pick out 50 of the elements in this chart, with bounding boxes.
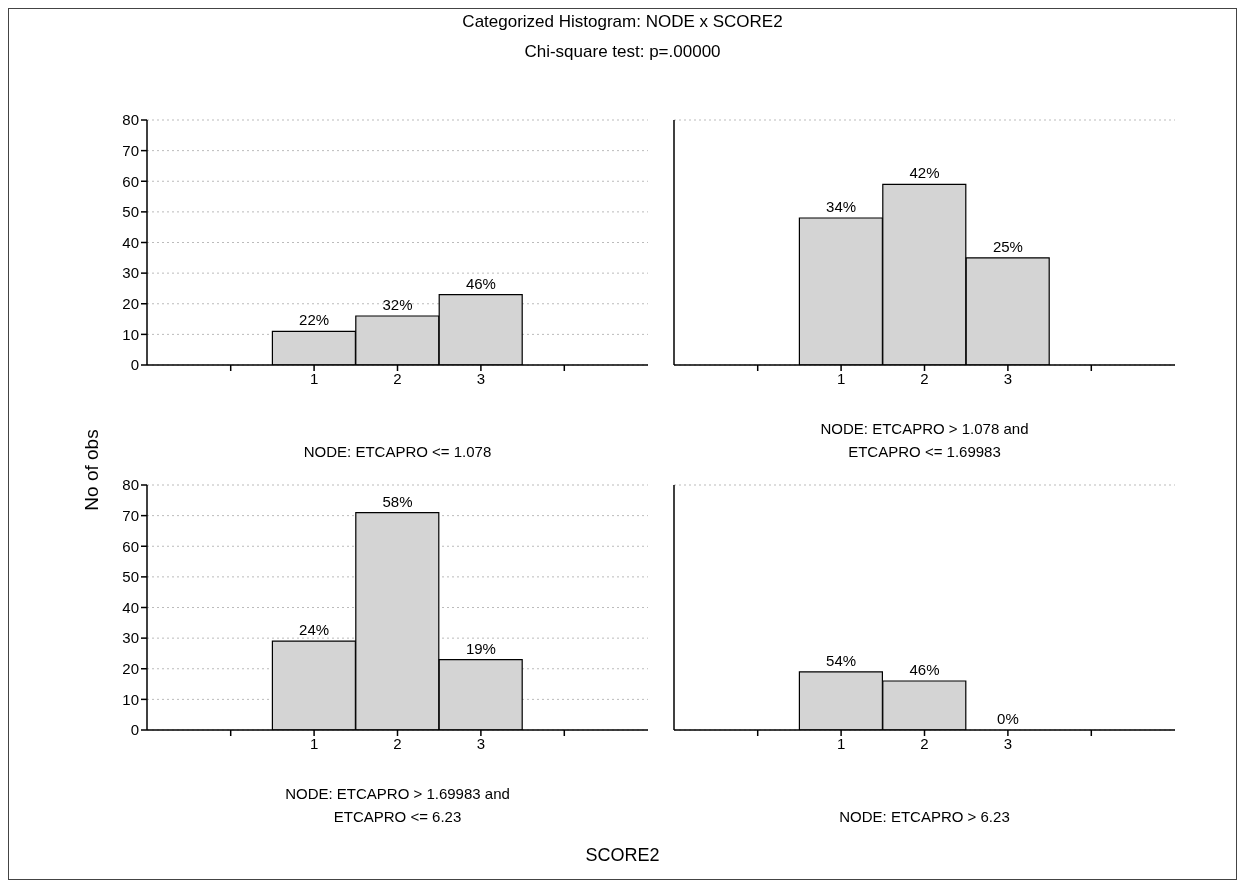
x-tick-label: 1 bbox=[309, 734, 319, 752]
annotation: 42% bbox=[909, 164, 940, 182]
y-tick-label: 20 bbox=[122, 660, 139, 678]
y-tick-label: 0 bbox=[130, 721, 139, 739]
x-tick-label: 3 bbox=[476, 369, 486, 387]
annotation: 54% bbox=[826, 651, 857, 669]
annotation: 46% bbox=[465, 274, 496, 292]
x-tick-label: 3 bbox=[1003, 734, 1013, 752]
y-tick-label: 10 bbox=[122, 690, 139, 708]
y-tick-label: 70 bbox=[122, 506, 139, 524]
x-tick-label: 1 bbox=[836, 734, 846, 752]
y-tick-label: 20 bbox=[122, 295, 139, 313]
y-tick-label: 0 bbox=[130, 356, 139, 374]
annotation: 34% bbox=[826, 198, 857, 215]
y-tick-label: 80 bbox=[122, 476, 139, 494]
annotation: 22% bbox=[299, 311, 330, 329]
y-tick-label: 30 bbox=[122, 629, 139, 647]
x-axis-title: NODE: ETCAPRO > 6.23 bbox=[838, 807, 1011, 827]
annotation: 24% bbox=[299, 621, 330, 639]
text: SCORE2 bbox=[584, 845, 661, 866]
x-tick-label: 2 bbox=[920, 369, 929, 387]
y-tick-label: 40 bbox=[122, 598, 139, 616]
x-tick-label: 2 bbox=[920, 734, 929, 752]
y-tick-label: 50 bbox=[122, 203, 139, 221]
x-axis-title: NODE: ETCAPRO > 1.69983 and ETCAPRO <= 6.23 bbox=[284, 784, 511, 827]
chart-title: Categorized Histogram: NODE x SCORE2 bbox=[461, 12, 784, 32]
y-tick-label: 30 bbox=[122, 264, 139, 282]
annotation: 25% bbox=[992, 237, 1023, 255]
annotation: 19% bbox=[465, 639, 496, 657]
x-tick-label: 1 bbox=[836, 369, 846, 387]
y-tick-label: 60 bbox=[122, 537, 139, 555]
x-tick-label: 3 bbox=[476, 734, 486, 752]
x-tick-label: 1 bbox=[309, 369, 319, 387]
y-tick-label: 70 bbox=[122, 141, 139, 159]
annotation: 0% bbox=[997, 710, 1019, 727]
y-tick-label: 60 bbox=[122, 172, 139, 190]
y-tick-label: 50 bbox=[122, 568, 139, 586]
y-tick-label: 80 bbox=[122, 111, 139, 129]
x-axis-title: NODE: ETCAPRO <= 1.078 bbox=[302, 442, 493, 462]
x-tick-label: 2 bbox=[393, 369, 402, 387]
annotation: 32% bbox=[382, 296, 413, 313]
y-tick-label: 40 bbox=[122, 233, 139, 251]
x-tick-label: 3 bbox=[1003, 369, 1013, 387]
chart-subtitle: Chi-square test: p=.00000 bbox=[523, 42, 722, 62]
annotation: 46% bbox=[909, 661, 940, 678]
annotation: 58% bbox=[382, 492, 413, 510]
y-axis-title: No of obs bbox=[81, 429, 103, 511]
x-axis-title: NODE: ETCAPRO > 1.078 and ETCAPRO <= 1.69983 bbox=[819, 419, 1030, 462]
x-tick-label: 2 bbox=[393, 734, 402, 752]
y-tick-label: 10 bbox=[122, 325, 139, 343]
